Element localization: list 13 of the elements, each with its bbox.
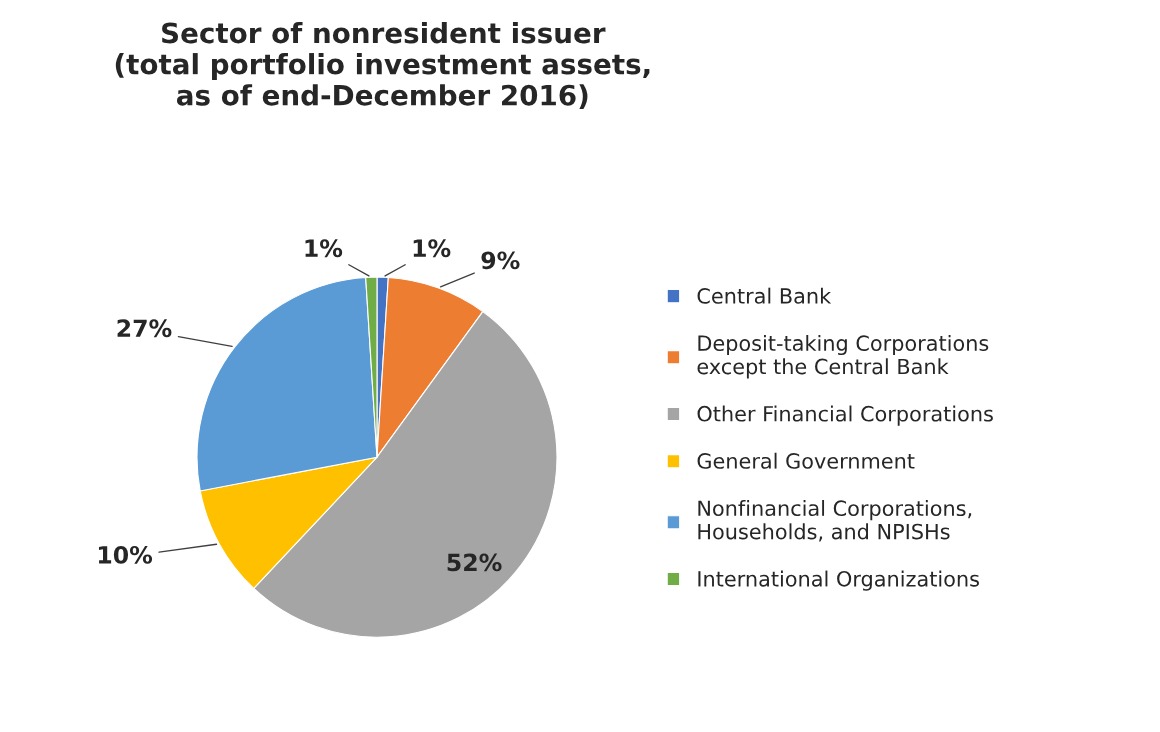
data-label: 1% — [305, 239, 343, 258]
chart-title: Sector of nonresident issuer (total portfolio investment assets, as of end-December 2016) — [115, 21, 650, 109]
data-label: 9% — [481, 251, 520, 270]
legend-label: Other Financial Corporations — [697, 405, 993, 426]
legend-label: International Organizations — [698, 570, 979, 591]
data-label: 10% — [98, 545, 153, 564]
data-label: 1% — [413, 239, 451, 258]
legend-label: Central Bank — [697, 287, 832, 304]
data-label: 27% — [117, 319, 172, 338]
legend-label: Nonfinancial Corporations, Households, and NPISHs — [698, 499, 972, 542]
legend-label: General Government — [697, 452, 915, 469]
data-label: 52% — [447, 553, 502, 572]
legend-label: Deposit-taking Corporations except the Central Bank — [697, 334, 989, 379]
